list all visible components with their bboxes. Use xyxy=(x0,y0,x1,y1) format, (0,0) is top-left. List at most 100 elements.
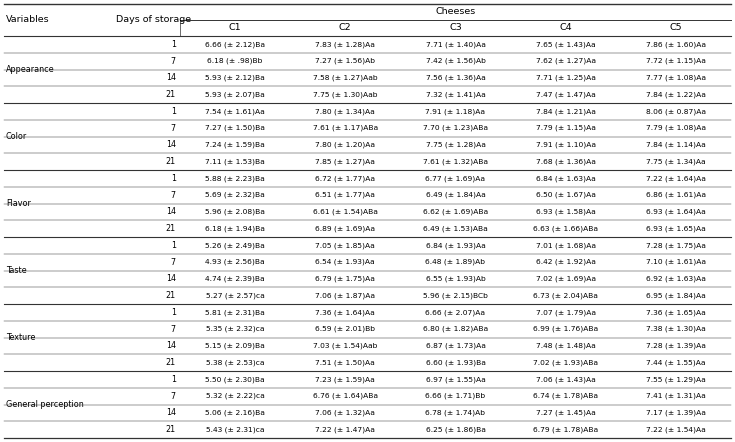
Text: 7: 7 xyxy=(171,191,176,200)
Text: 21: 21 xyxy=(166,90,176,99)
Text: C1: C1 xyxy=(229,23,241,33)
Text: C2: C2 xyxy=(339,23,351,33)
Text: 7.48 (± 1.48)Aa: 7.48 (± 1.48)Aa xyxy=(536,343,595,349)
Text: 7.75 (± 1.30)Aab: 7.75 (± 1.30)Aab xyxy=(313,91,378,98)
Text: Days of storage: Days of storage xyxy=(116,15,191,24)
Text: 5.43 (± 2.31)ca: 5.43 (± 2.31)ca xyxy=(206,427,265,433)
Text: 7.32 (± 1.41)Aa: 7.32 (± 1.41)Aa xyxy=(426,91,485,98)
Text: 5.15 (± 2.09)Ba: 5.15 (± 2.09)Ba xyxy=(205,343,265,349)
Text: 5.96 (± 2.08)Ba: 5.96 (± 2.08)Ba xyxy=(205,209,265,215)
Text: 7.80 (± 1.20)Aa: 7.80 (± 1.20)Aa xyxy=(315,141,376,148)
Text: 7: 7 xyxy=(171,324,176,334)
Text: Texture: Texture xyxy=(6,333,35,342)
Text: 1: 1 xyxy=(171,241,176,250)
Text: C5: C5 xyxy=(670,23,682,33)
Text: 14: 14 xyxy=(166,73,176,82)
Text: 7: 7 xyxy=(171,124,176,133)
Text: 6.95 (± 1.84)Aa: 6.95 (± 1.84)Aa xyxy=(646,292,706,299)
Text: 6.80 (± 1.82)ABa: 6.80 (± 1.82)ABa xyxy=(423,326,488,332)
Text: 4.74 (± 2.39)Ba: 4.74 (± 2.39)Ba xyxy=(205,276,265,282)
Text: 6.63 (± 1.66)ABa: 6.63 (± 1.66)ABa xyxy=(533,225,598,232)
Text: 7.80 (± 1.34)Aa: 7.80 (± 1.34)Aa xyxy=(315,108,375,114)
Text: 7.44 (± 1.55)Aa: 7.44 (± 1.55)Aa xyxy=(646,359,706,366)
Text: 21: 21 xyxy=(166,224,176,233)
Text: 7.22 (± 1.47)Aa: 7.22 (± 1.47)Aa xyxy=(315,427,376,433)
Text: 5.06 (± 2.16)Ba: 5.06 (± 2.16)Ba xyxy=(205,410,265,416)
Text: 7.27 (± 1.56)Ab: 7.27 (± 1.56)Ab xyxy=(315,58,376,65)
Text: 5.93 (± 2.12)Ba: 5.93 (± 2.12)Ba xyxy=(205,75,265,81)
Text: 7.23 (± 1.59)Aa: 7.23 (± 1.59)Aa xyxy=(315,376,375,383)
Text: 7.75 (± 1.28)Aa: 7.75 (± 1.28)Aa xyxy=(426,141,485,148)
Text: 6.84 (± 1.63)Aa: 6.84 (± 1.63)Aa xyxy=(536,175,595,182)
Text: 7.38 (± 1.30)Aa: 7.38 (± 1.30)Aa xyxy=(646,326,706,332)
Text: 4.93 (± 2.56)Ba: 4.93 (± 2.56)Ba xyxy=(205,259,265,265)
Text: 7.72 (± 1.15)Aa: 7.72 (± 1.15)Aa xyxy=(646,58,706,65)
Text: 7.03 (± 1.54)Aab: 7.03 (± 1.54)Aab xyxy=(313,343,378,349)
Text: 5.50 (± 2.30)Ba: 5.50 (± 2.30)Ba xyxy=(205,376,265,383)
Text: 5.96 (± 2.15)BCb: 5.96 (± 2.15)BCb xyxy=(423,292,488,299)
Text: 6.61 (± 1.54)ABa: 6.61 (± 1.54)ABa xyxy=(313,209,378,215)
Text: 6.62 (± 1.69)ABa: 6.62 (± 1.69)ABa xyxy=(423,209,488,215)
Text: 7.24 (± 1.59)Ba: 7.24 (± 1.59)Ba xyxy=(205,141,265,148)
Text: 6.79 (± 1.75)Aa: 6.79 (± 1.75)Aa xyxy=(315,276,376,282)
Text: 7.54 (± 1.61)Aa: 7.54 (± 1.61)Aa xyxy=(205,108,265,114)
Text: 7.79 (± 1.15)Aa: 7.79 (± 1.15)Aa xyxy=(536,125,595,131)
Text: 7.01 (± 1.68)Aa: 7.01 (± 1.68)Aa xyxy=(536,242,595,248)
Text: 6.74 (± 1.78)ABa: 6.74 (± 1.78)ABa xyxy=(533,393,598,400)
Text: 6.55 (± 1.93)Ab: 6.55 (± 1.93)Ab xyxy=(426,276,485,282)
Text: 7.61 (± 1.32)ABa: 7.61 (± 1.32)ABa xyxy=(423,158,488,165)
Text: 7.70 (± 1.23)ABa: 7.70 (± 1.23)ABa xyxy=(423,125,488,131)
Text: 6.72 (± 1.77)Aa: 6.72 (± 1.77)Aa xyxy=(315,175,376,182)
Text: 6.93 (± 1.58)Aa: 6.93 (± 1.58)Aa xyxy=(536,209,595,215)
Text: 6.42 (± 1.92)Aa: 6.42 (± 1.92)Aa xyxy=(536,259,595,265)
Text: 6.60 (± 1.93)Ba: 6.60 (± 1.93)Ba xyxy=(426,359,485,366)
Text: 5.88 (± 2.23)Ba: 5.88 (± 2.23)Ba xyxy=(205,175,265,182)
Text: 6.66 (± 2.07)Aa: 6.66 (± 2.07)Aa xyxy=(426,309,486,316)
Text: 7.91 (± 1.18)Aa: 7.91 (± 1.18)Aa xyxy=(426,108,486,114)
Text: 7.10 (± 1.61)Aa: 7.10 (± 1.61)Aa xyxy=(646,259,706,265)
Text: 7.85 (± 1.27)Aa: 7.85 (± 1.27)Aa xyxy=(315,158,376,165)
Text: 6.99 (± 1.76)ABa: 6.99 (± 1.76)ABa xyxy=(533,326,598,332)
Text: 6.97 (± 1.55)Aa: 6.97 (± 1.55)Aa xyxy=(426,376,485,383)
Text: 21: 21 xyxy=(166,358,176,367)
Text: 6.54 (± 1.93)Aa: 6.54 (± 1.93)Aa xyxy=(315,259,375,265)
Text: 6.18 (± 1.94)Ba: 6.18 (± 1.94)Ba xyxy=(205,225,265,232)
Text: 1: 1 xyxy=(171,375,176,384)
Text: 7.84 (± 1.22)Aa: 7.84 (± 1.22)Aa xyxy=(646,91,706,98)
Text: 7.42 (± 1.56)Ab: 7.42 (± 1.56)Ab xyxy=(426,58,485,65)
Text: 6.73 (± 2.04)ABa: 6.73 (± 2.04)ABa xyxy=(534,292,598,299)
Text: 1: 1 xyxy=(171,308,176,317)
Text: 7.28 (± 1.39)Aa: 7.28 (± 1.39)Aa xyxy=(646,343,706,349)
Text: 7.56 (± 1.36)Aa: 7.56 (± 1.36)Aa xyxy=(426,75,485,81)
Text: 5.81 (± 2.31)Ba: 5.81 (± 2.31)Ba xyxy=(205,309,265,316)
Text: 7.27 (± 1.50)Ba: 7.27 (± 1.50)Ba xyxy=(205,125,265,131)
Text: 8.06 (± 0.87)Aa: 8.06 (± 0.87)Aa xyxy=(646,108,706,114)
Text: 5.69 (± 2.32)Ba: 5.69 (± 2.32)Ba xyxy=(205,192,265,198)
Text: 6.50 (± 1.67)Aa: 6.50 (± 1.67)Aa xyxy=(536,192,595,198)
Text: 7: 7 xyxy=(171,57,176,65)
Text: 6.92 (± 1.63)Aa: 6.92 (± 1.63)Aa xyxy=(646,276,706,282)
Text: 5.26 (± 2.49)Ba: 5.26 (± 2.49)Ba xyxy=(205,242,265,248)
Text: 14: 14 xyxy=(166,408,176,417)
Text: 6.59 (± 2.01)Bb: 6.59 (± 2.01)Bb xyxy=(315,326,376,332)
Text: 7.58 (± 1.27)Aab: 7.58 (± 1.27)Aab xyxy=(313,75,378,81)
Text: 6.78 (± 1.74)Ab: 6.78 (± 1.74)Ab xyxy=(426,410,486,416)
Text: 7.71 (± 1.25)Aa: 7.71 (± 1.25)Aa xyxy=(536,75,595,81)
Text: 7.47 (± 1.47)Aa: 7.47 (± 1.47)Aa xyxy=(536,91,595,98)
Text: Appearance: Appearance xyxy=(6,65,54,74)
Text: 1: 1 xyxy=(171,40,176,49)
Text: 14: 14 xyxy=(166,274,176,283)
Text: 7.28 (± 1.75)Aa: 7.28 (± 1.75)Aa xyxy=(646,242,706,248)
Text: 6.76 (± 1.64)ABa: 6.76 (± 1.64)ABa xyxy=(313,393,378,400)
Text: 7.07 (± 1.79)Aa: 7.07 (± 1.79)Aa xyxy=(536,309,595,316)
Text: 7.77 (± 1.08)Aa: 7.77 (± 1.08)Aa xyxy=(646,75,706,81)
Text: 7.62 (± 1.27)Aa: 7.62 (± 1.27)Aa xyxy=(536,58,595,65)
Text: 7.84 (± 1.21)Aa: 7.84 (± 1.21)Aa xyxy=(536,108,595,114)
Text: 7.36 (± 1.65)Aa: 7.36 (± 1.65)Aa xyxy=(646,309,706,316)
Text: 7.84 (± 1.14)Aa: 7.84 (± 1.14)Aa xyxy=(646,141,706,148)
Text: 7.51 (± 1.50)Aa: 7.51 (± 1.50)Aa xyxy=(315,359,375,366)
Text: C3: C3 xyxy=(449,23,462,33)
Text: 7.02 (± 1.93)ABa: 7.02 (± 1.93)ABa xyxy=(533,359,598,366)
Text: 6.49 (± 1.53)ABa: 6.49 (± 1.53)ABa xyxy=(423,225,488,232)
Text: 7.22 (± 1.64)Aa: 7.22 (± 1.64)Aa xyxy=(646,175,706,182)
